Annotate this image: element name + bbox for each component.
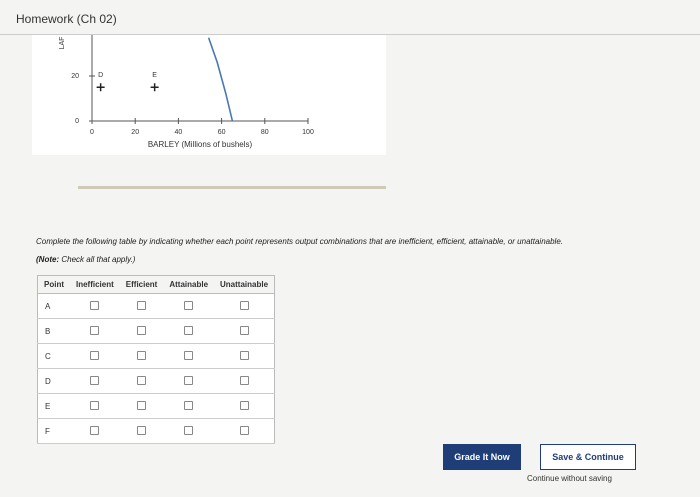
checkbox[interactable] — [184, 350, 194, 360]
checkbox-cell — [119, 318, 164, 344]
point-marker — [96, 83, 105, 92]
checkbox[interactable] — [184, 325, 194, 335]
checkbox[interactable] — [137, 300, 147, 310]
separator — [78, 186, 386, 189]
column-header: Inefficient — [70, 275, 120, 294]
checkbox[interactable] — [184, 400, 194, 410]
answer-table: Point Inefficient Efficient Attainable Unatt… — [37, 275, 276, 444]
checkbox-cell — [214, 293, 275, 319]
graph-panel — [32, 35, 386, 155]
note: (Note: Check all that apply.) — [36, 255, 135, 264]
header-title: Homework (Ch 02) — [16, 12, 117, 26]
point-cell: A — [37, 293, 70, 319]
checkbox-cell — [119, 393, 164, 419]
save-button[interactable]: Save & Continue — [540, 444, 636, 470]
checkbox[interactable] — [239, 425, 249, 435]
checkbox-cell — [70, 293, 120, 319]
x-tick-label: 100 — [302, 129, 314, 136]
checkbox[interactable] — [90, 375, 100, 385]
column-header: Attainable — [163, 275, 215, 294]
checkbox[interactable] — [137, 375, 147, 385]
checkbox-cell — [119, 293, 164, 319]
checkbox-cell — [163, 418, 215, 444]
divider — [0, 34, 700, 35]
checkbox-cell — [214, 418, 275, 444]
header-row: Point Inefficient Efficient Attainable Unatt… — [37, 275, 275, 294]
checkbox-cell — [119, 418, 164, 444]
point-cell: B — [37, 318, 70, 344]
checkbox[interactable] — [137, 350, 147, 360]
checkbox-cell — [70, 368, 120, 394]
checkbox-cell — [163, 343, 215, 369]
checkbox[interactable] — [90, 300, 100, 310]
column-header: Efficient — [119, 275, 164, 294]
checkbox[interactable] — [90, 350, 100, 360]
point-marker — [150, 83, 159, 92]
checkbox-cell — [214, 343, 275, 369]
point-cell: F — [37, 418, 70, 444]
x-tick-label: 60 — [218, 129, 226, 136]
checkbox-cell — [70, 418, 120, 444]
checkbox-cell — [70, 318, 120, 344]
point-cell: C — [37, 343, 70, 369]
checkbox[interactable] — [137, 325, 147, 335]
y-axis-label: LAF — [59, 37, 66, 50]
y-tick-label: 20 — [71, 73, 79, 80]
checkbox[interactable] — [184, 300, 194, 310]
checkbox[interactable] — [239, 325, 249, 335]
ppf-curve — [207, 37, 234, 122]
checkbox[interactable] — [137, 400, 147, 410]
x-tick-label: 40 — [175, 129, 183, 136]
checkbox-cell — [70, 343, 120, 369]
x-tick-label: 80 — [261, 129, 269, 136]
checkbox-cell — [70, 393, 120, 419]
point-label: D — [98, 72, 103, 79]
graph: LAF BARLEY (Millions of bushels) 0 20 40 60… — [32, 35, 386, 155]
checkbox-cell — [214, 368, 275, 394]
table-row: F — [37, 418, 275, 444]
checkbox[interactable] — [90, 325, 100, 335]
checkbox[interactable] — [239, 375, 249, 385]
point-label: E — [152, 72, 157, 79]
checkbox[interactable] — [137, 425, 147, 435]
table-row: D — [37, 368, 275, 394]
column-header: Unattainable — [214, 275, 275, 294]
x-tick-label: 0 — [90, 129, 94, 136]
checkbox-cell — [214, 318, 275, 344]
checkbox-cell — [119, 368, 164, 394]
checkbox[interactable] — [184, 375, 194, 385]
grade-button[interactable]: Grade It Now — [443, 444, 521, 470]
checkbox-cell — [163, 393, 215, 419]
note-text: Check all that apply.) — [61, 255, 136, 264]
y-tick-label: 0 — [75, 118, 79, 125]
checkbox-cell — [214, 393, 275, 419]
checkbox-cell — [119, 343, 164, 369]
table-row: A — [37, 293, 275, 319]
note-label: (Note: — [36, 255, 60, 264]
x-axis-label: BARLEY (Millions of bushels) — [148, 140, 253, 149]
checkbox[interactable] — [184, 425, 194, 435]
table-row: E — [37, 393, 275, 419]
skip-link[interactable]: Continue without saving — [527, 474, 612, 483]
checkbox[interactable] — [90, 425, 100, 435]
checkbox-cell — [163, 293, 215, 319]
point-cell: E — [37, 393, 70, 419]
table-row: B — [37, 318, 275, 344]
instructions: Complete the following table by indicati… — [36, 237, 563, 246]
checkbox[interactable] — [239, 400, 249, 410]
checkbox[interactable] — [90, 400, 100, 410]
checkbox-cell — [163, 318, 215, 344]
checkbox[interactable] — [239, 300, 249, 310]
checkbox-cell — [163, 368, 215, 394]
column-header: Point — [37, 275, 70, 294]
checkbox[interactable] — [239, 350, 249, 360]
x-tick-label: 20 — [131, 129, 139, 136]
point-cell: D — [37, 368, 70, 394]
table-row: C — [37, 343, 275, 369]
